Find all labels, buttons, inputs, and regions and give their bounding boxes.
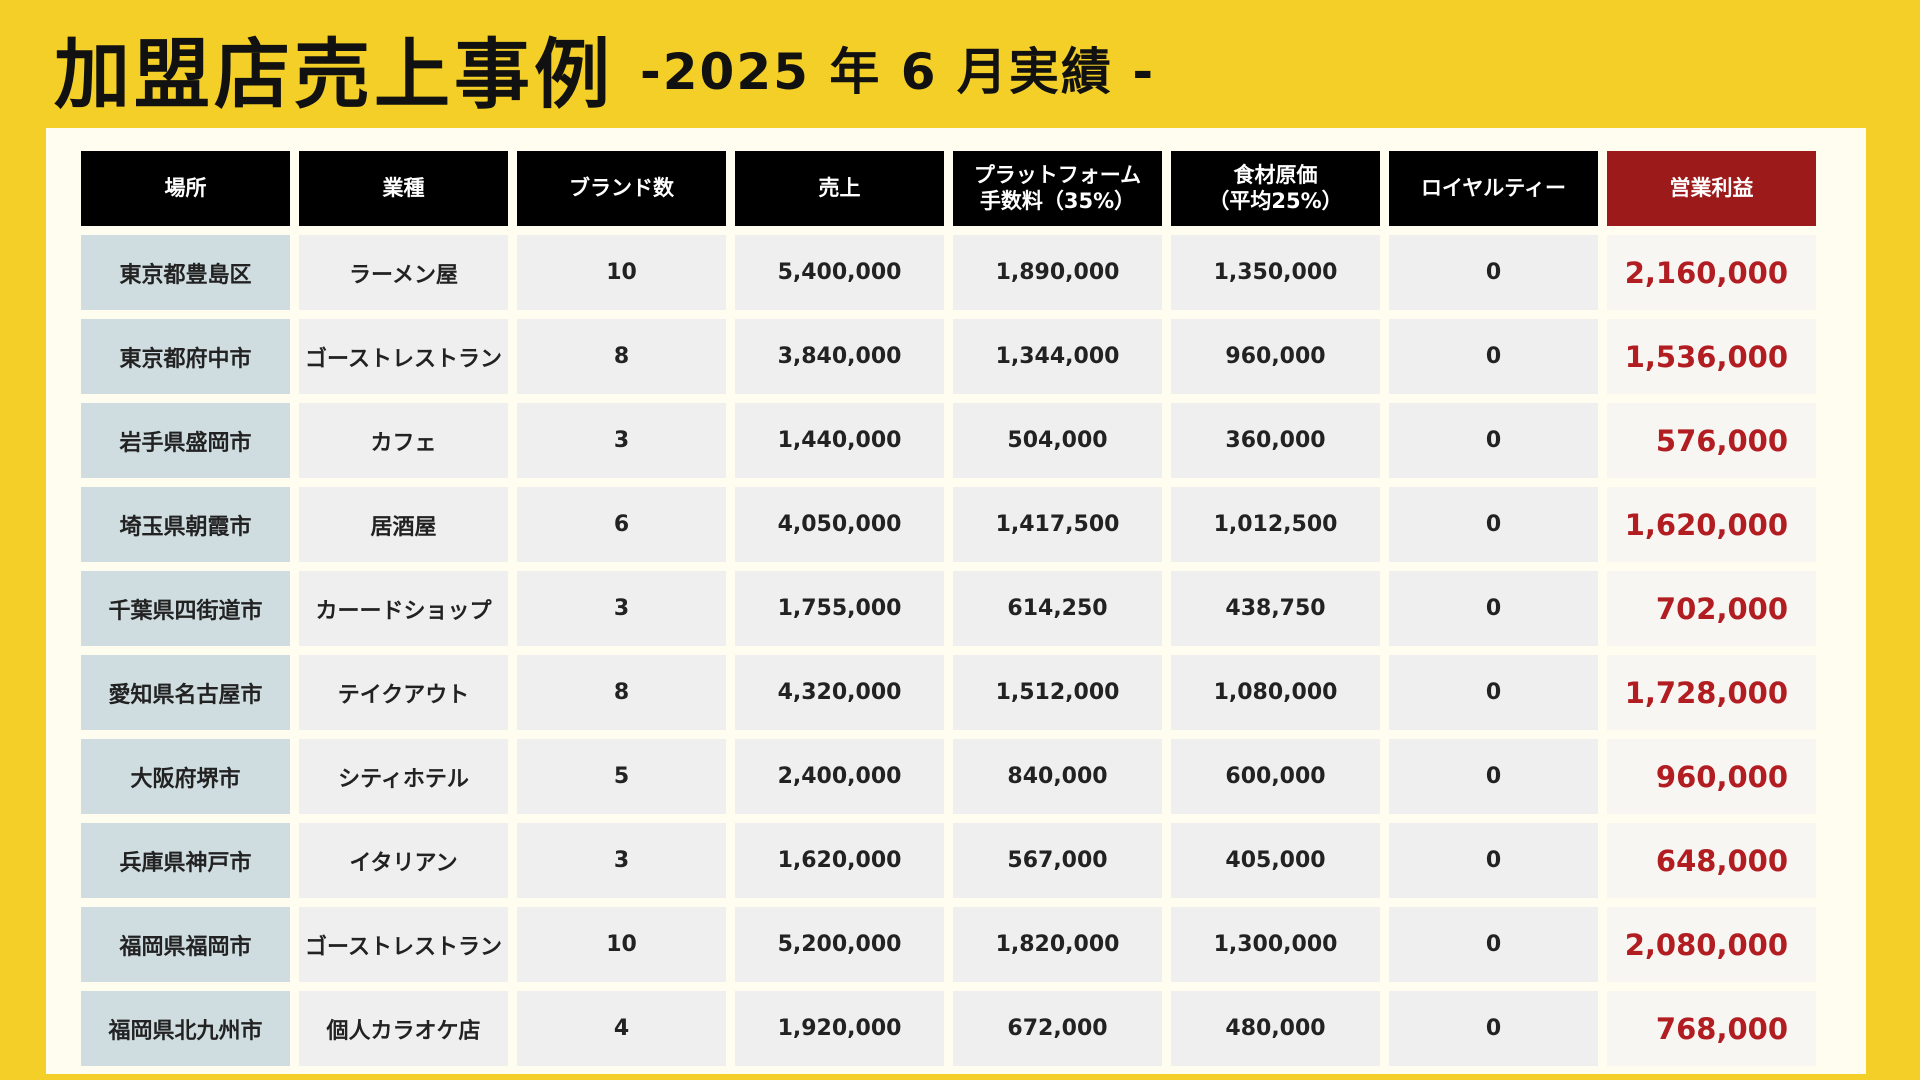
cell-royalty: 0 xyxy=(1389,319,1598,394)
cell-location: 岩手県盛岡市 xyxy=(81,403,290,478)
cell-food-cost: 405,000 xyxy=(1171,823,1380,898)
cell-business-type: イタリアン xyxy=(299,823,508,898)
cell-business-type: シティホテル xyxy=(299,739,508,814)
cell-business-type: ゴーストレストラン xyxy=(299,907,508,982)
cell-food-cost: 438,750 xyxy=(1171,571,1380,646)
cell-food-cost: 1,300,000 xyxy=(1171,907,1380,982)
cell-sales: 1,755,000 xyxy=(735,571,944,646)
cell-royalty: 0 xyxy=(1389,823,1598,898)
cell-business-type: ゴーストレストラン xyxy=(299,319,508,394)
cell-operating-profit: 1,728,000 xyxy=(1607,655,1816,730)
header-royalty: ロイヤルティー xyxy=(1389,151,1598,226)
header-brand-count: ブランド数 xyxy=(517,151,726,226)
cell-location: 東京都豊島区 xyxy=(81,235,290,310)
cell-food-cost: 1,012,500 xyxy=(1171,487,1380,562)
cell-sales: 1,920,000 xyxy=(735,991,944,1066)
cell-platform-fee: 1,512,000 xyxy=(953,655,1162,730)
cell-operating-profit: 1,620,000 xyxy=(1607,487,1816,562)
cell-business-type: カフェ xyxy=(299,403,508,478)
cell-sales: 3,840,000 xyxy=(735,319,944,394)
cell-brand-count: 8 xyxy=(517,655,726,730)
header-platform-fee: プラットフォーム 手数料（35%） xyxy=(953,151,1162,226)
cell-royalty: 0 xyxy=(1389,487,1598,562)
cell-operating-profit: 960,000 xyxy=(1607,739,1816,814)
cell-operating-profit: 576,000 xyxy=(1607,403,1816,478)
cell-operating-profit: 2,080,000 xyxy=(1607,907,1816,982)
cell-royalty: 0 xyxy=(1389,991,1598,1066)
cell-royalty: 0 xyxy=(1389,655,1598,730)
cell-food-cost: 360,000 xyxy=(1171,403,1380,478)
page-title: 加盟店売上事例 -2025 年 6 月実績 - xyxy=(54,18,1156,119)
cell-location: 千葉県四街道市 xyxy=(81,571,290,646)
cell-sales: 4,320,000 xyxy=(735,655,944,730)
title-sub: -2025 年 6 月実績 - xyxy=(640,43,1156,101)
cell-location: 福岡県福岡市 xyxy=(81,907,290,982)
cell-business-type: 個人カラオケ店 xyxy=(299,991,508,1066)
cell-location: 愛知県名古屋市 xyxy=(81,655,290,730)
cell-royalty: 0 xyxy=(1389,403,1598,478)
cell-platform-fee: 672,000 xyxy=(953,991,1162,1066)
cell-brand-count: 8 xyxy=(517,319,726,394)
cell-operating-profit: 648,000 xyxy=(1607,823,1816,898)
cell-brand-count: 10 xyxy=(517,907,726,982)
cell-operating-profit: 1,536,000 xyxy=(1607,319,1816,394)
cell-operating-profit: 702,000 xyxy=(1607,571,1816,646)
cell-royalty: 0 xyxy=(1389,235,1598,310)
cell-platform-fee: 1,417,500 xyxy=(953,487,1162,562)
cell-royalty: 0 xyxy=(1389,907,1598,982)
cell-food-cost: 960,000 xyxy=(1171,319,1380,394)
cell-sales: 1,620,000 xyxy=(735,823,944,898)
cell-sales: 2,400,000 xyxy=(735,739,944,814)
cell-business-type: テイクアウト xyxy=(299,655,508,730)
header-location: 場所 xyxy=(81,151,290,226)
table-panel: 場所 業種 ブランド数 売上 プラットフォーム 手数料（35%） 食材原価 （平… xyxy=(46,128,1866,1074)
cell-brand-count: 5 xyxy=(517,739,726,814)
cell-food-cost: 480,000 xyxy=(1171,991,1380,1066)
cell-platform-fee: 614,250 xyxy=(953,571,1162,646)
cell-royalty: 0 xyxy=(1389,571,1598,646)
header-business-type: 業種 xyxy=(299,151,508,226)
cell-brand-count: 10 xyxy=(517,235,726,310)
cell-platform-fee: 840,000 xyxy=(953,739,1162,814)
cell-business-type: ラーメン屋 xyxy=(299,235,508,310)
cell-location: 兵庫県神戸市 xyxy=(81,823,290,898)
cell-food-cost: 1,350,000 xyxy=(1171,235,1380,310)
cell-business-type: 居酒屋 xyxy=(299,487,508,562)
cell-food-cost: 600,000 xyxy=(1171,739,1380,814)
cell-royalty: 0 xyxy=(1389,739,1598,814)
cell-platform-fee: 567,000 xyxy=(953,823,1162,898)
cell-operating-profit: 768,000 xyxy=(1607,991,1816,1066)
cell-operating-profit: 2,160,000 xyxy=(1607,235,1816,310)
cell-food-cost: 1,080,000 xyxy=(1171,655,1380,730)
cell-brand-count: 3 xyxy=(517,403,726,478)
cell-location: 東京都府中市 xyxy=(81,319,290,394)
cell-sales: 4,050,000 xyxy=(735,487,944,562)
cell-platform-fee: 1,890,000 xyxy=(953,235,1162,310)
cell-location: 埼玉県朝霞市 xyxy=(81,487,290,562)
cell-brand-count: 6 xyxy=(517,487,726,562)
header-sales: 売上 xyxy=(735,151,944,226)
cell-brand-count: 3 xyxy=(517,571,726,646)
cell-platform-fee: 1,820,000 xyxy=(953,907,1162,982)
cell-sales: 1,440,000 xyxy=(735,403,944,478)
title-main: 加盟店売上事例 xyxy=(54,30,614,119)
cell-business-type: カーードショップ xyxy=(299,571,508,646)
header-food-cost: 食材原価 （平均25%） xyxy=(1171,151,1380,226)
cell-brand-count: 3 xyxy=(517,823,726,898)
cell-brand-count: 4 xyxy=(517,991,726,1066)
cell-location: 福岡県北九州市 xyxy=(81,991,290,1066)
cell-sales: 5,200,000 xyxy=(735,907,944,982)
cell-location: 大阪府堺市 xyxy=(81,739,290,814)
cell-sales: 5,400,000 xyxy=(735,235,944,310)
header-operating-profit: 営業利益 xyxy=(1607,151,1816,226)
sales-table: 場所 業種 ブランド数 売上 プラットフォーム 手数料（35%） 食材原価 （平… xyxy=(81,151,1816,1066)
cell-platform-fee: 504,000 xyxy=(953,403,1162,478)
cell-platform-fee: 1,344,000 xyxy=(953,319,1162,394)
